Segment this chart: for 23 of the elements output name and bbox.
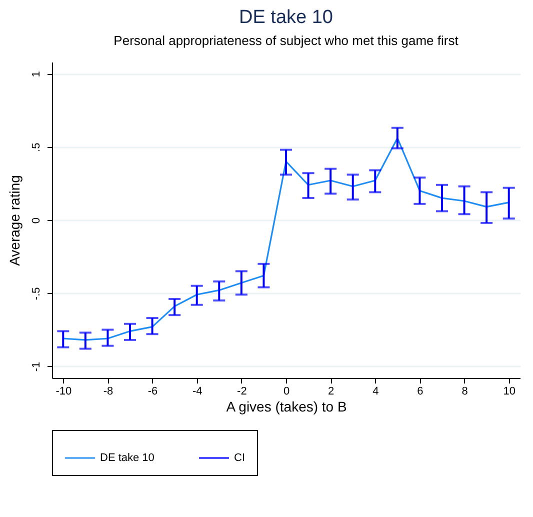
chart-title: DE take 10: [239, 7, 333, 28]
y-tick-label: 1: [30, 71, 42, 78]
x-tick-label: -2: [237, 386, 247, 398]
x-tick-label: 4: [372, 386, 379, 398]
y-tick-label: .5: [30, 142, 42, 152]
x-tick-label: 6: [417, 386, 424, 398]
x-tick-label: -10: [56, 386, 72, 398]
x-axis-title: A gives (takes) to B: [226, 398, 347, 414]
y-tick-label: -.5: [30, 287, 42, 300]
y-tick-label: -1: [30, 362, 42, 372]
line-series: [62, 137, 510, 341]
x-tick-label: 0: [283, 386, 290, 398]
x-tick-label: -4: [192, 386, 202, 398]
x-tick-label: 8: [462, 386, 468, 398]
x-tick-label: 2: [328, 386, 334, 398]
y-tick-label: 0: [30, 217, 42, 224]
y-axis-title: Average rating: [6, 175, 22, 266]
x-tick-label: -6: [148, 386, 158, 398]
chart-subtitle: Personal appropriateness of subject who met this game first: [114, 33, 459, 48]
x-tick-label: -8: [103, 386, 114, 398]
legend-label: DE take 10: [100, 452, 154, 464]
x-tick-label: 10: [503, 386, 516, 398]
text: CI: [234, 452, 245, 464]
